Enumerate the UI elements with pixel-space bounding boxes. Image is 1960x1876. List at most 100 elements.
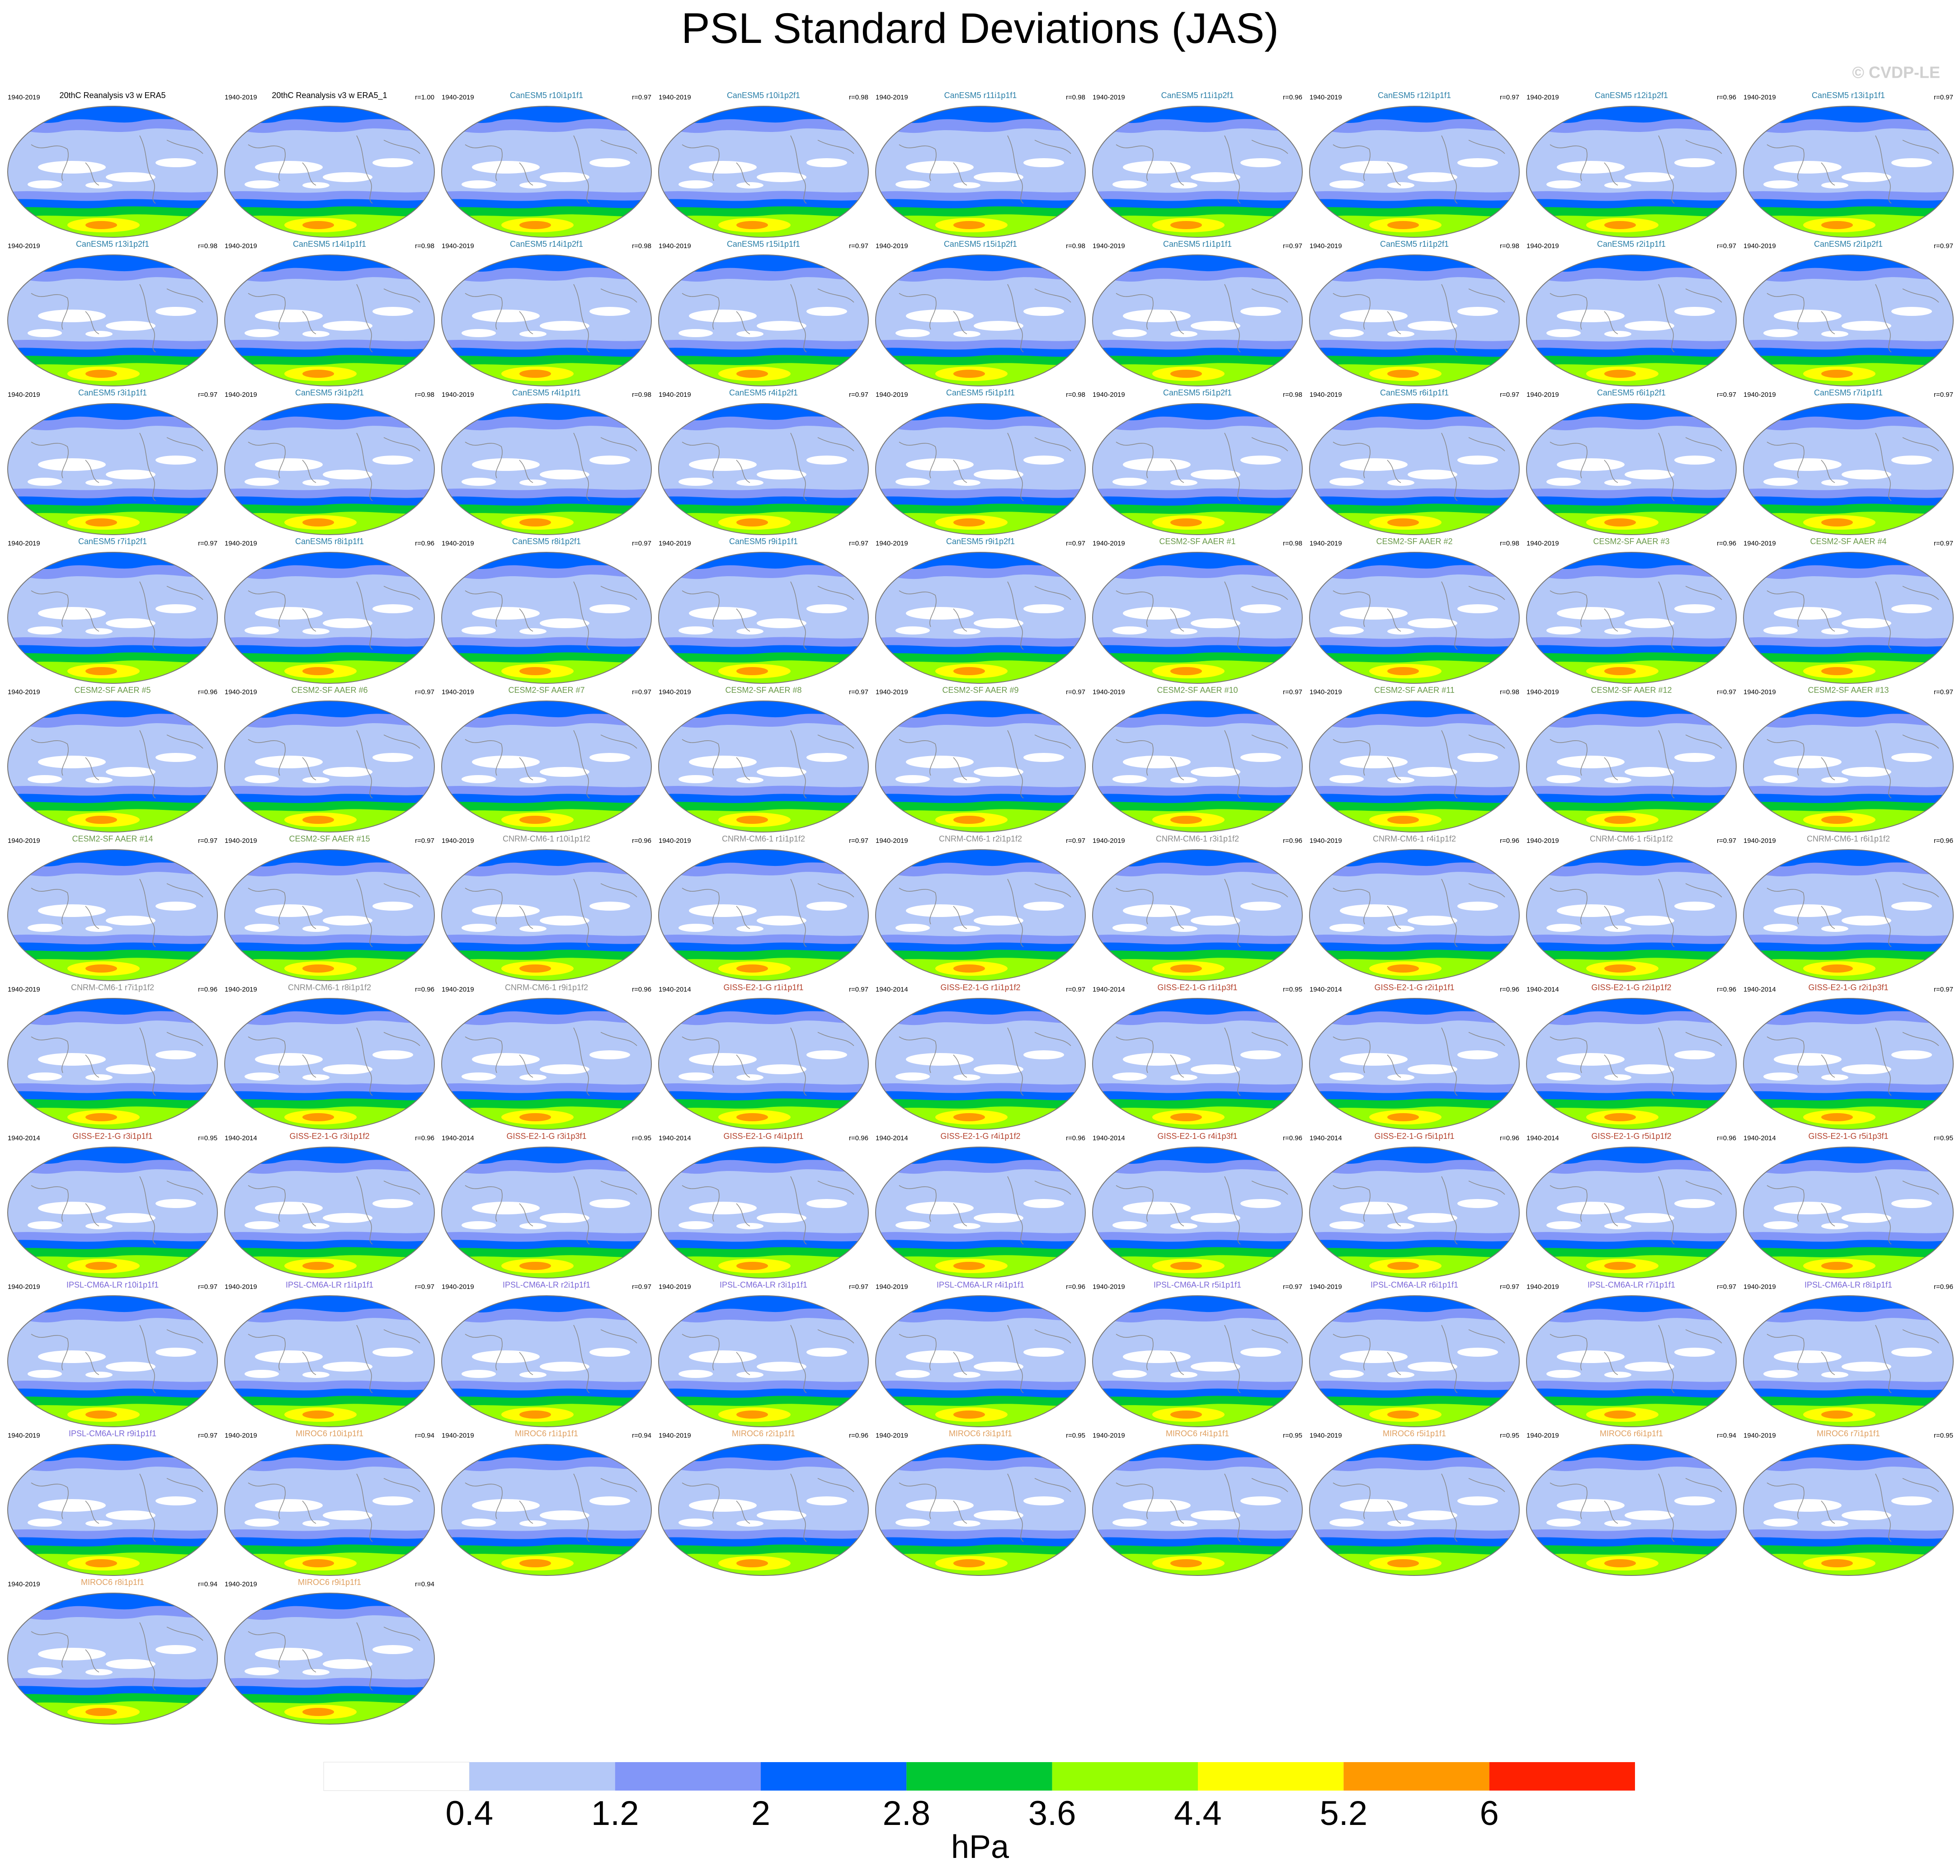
map	[4, 550, 221, 686]
correlation: r=0.97	[415, 688, 434, 696]
map	[655, 1145, 872, 1280]
panel: 1940-2019 IPSL-CM6A-LR r2i1p1f1 r=0.97	[438, 1280, 655, 1429]
map	[221, 1442, 438, 1578]
panel: 1940-2019 IPSL-CM6A-LR r5i1p1f1 r=0.97	[1089, 1280, 1306, 1429]
correlation: r=0.98	[1500, 540, 1519, 547]
correlation: r=0.97	[849, 986, 868, 993]
map	[1306, 699, 1523, 834]
panel: 1940-2019 CanESM5 r3i1p2f1 r=0.98	[221, 388, 438, 537]
panel-title: GISS-E2-1-G r4i1p1f1	[723, 1132, 803, 1141]
map	[438, 1442, 655, 1578]
panel: 1940-2014 GISS-E2-1-G r1i1p1f2 r=0.97	[872, 983, 1089, 1132]
panel-title: CanESM5 r5i1p1f1	[946, 388, 1015, 397]
panel: 1940-2019 CanESM5 r9i1p1f1 r=0.97	[655, 537, 872, 686]
correlation: r=0.98	[1500, 242, 1519, 250]
correlation: r=0.97	[1717, 837, 1736, 845]
map	[655, 699, 872, 834]
panel: 1940-2019 CanESM5 r10i1p1f1 r=0.97	[438, 91, 655, 240]
correlation: r=0.97	[1066, 688, 1085, 696]
period: 1940-2019	[1527, 1432, 1559, 1439]
map	[4, 104, 221, 240]
panel-title: CanESM5 r3i1p1f1	[78, 388, 147, 397]
period: 1940-2019	[659, 1283, 691, 1291]
period: 1940-2019	[659, 540, 691, 547]
period: 1940-2019	[659, 688, 691, 696]
map	[655, 996, 872, 1132]
correlation: r=0.97	[1934, 391, 1953, 399]
map	[1740, 401, 1957, 537]
panel-title: MIROC6 r5i1p1f1	[1383, 1429, 1446, 1438]
panel-title: CanESM5 r15i1p2f1	[944, 240, 1017, 249]
period: 1940-2019	[1093, 540, 1125, 547]
panel: 1940-2014 GISS-E2-1-G r4i1p1f2 r=0.96	[872, 1132, 1089, 1280]
correlation: r=0.95	[198, 1134, 217, 1142]
panel: 1940-2019 CNRM-CM6-1 r2i1p1f2 r=0.97	[872, 834, 1089, 983]
panel: 1940-2019 CanESM5 r4i1p1f1 r=0.98	[438, 388, 655, 537]
map	[1740, 1145, 1957, 1280]
map	[1740, 253, 1957, 388]
panel: 1940-2019 IPSL-CM6A-LR r7i1p1f1 r=0.97	[1523, 1280, 1740, 1429]
period: 1940-2019	[876, 242, 908, 250]
correlation: r=0.97	[1934, 540, 1953, 547]
map	[1740, 847, 1957, 983]
correlation: r=0.96	[1934, 837, 1953, 845]
panel-title: CNRM-CM6-1 r4i1p1f2	[1373, 834, 1456, 843]
copyright: © CVDP-LE	[1852, 63, 1940, 82]
map	[1523, 847, 1740, 983]
correlation: r=0.97	[632, 688, 651, 696]
correlation: r=0.96	[415, 986, 434, 993]
correlation: r=0.97	[1283, 242, 1302, 250]
panel-title: CanESM5 r10i1p2f1	[727, 91, 800, 100]
panel-title: CanESM5 r8i1p1f1	[295, 537, 364, 546]
period: 1940-2019	[876, 540, 908, 547]
panel-title: CNRM-CM6-1 r7i1p1f2	[71, 983, 154, 992]
period: 1940-2019	[442, 391, 474, 399]
period: 1940-2019	[442, 1432, 474, 1439]
panel: 1940-2019 20thC Reanalysis v3 w ERA5_1 r=1…	[221, 91, 438, 240]
period: 1940-2019	[1743, 1283, 1776, 1291]
map	[1740, 699, 1957, 834]
panel-title: GISS-E2-1-G r5i1p1f1	[1374, 1132, 1454, 1141]
correlation: r=0.97	[1500, 391, 1519, 399]
panel: 1940-2014 GISS-E2-1-G r2i1p3f1 r=0.97	[1740, 983, 1957, 1132]
map	[1740, 550, 1957, 686]
map	[1306, 253, 1523, 388]
correlation: r=0.97	[198, 1283, 217, 1291]
map	[1523, 401, 1740, 537]
map	[1523, 104, 1740, 240]
panel: 1940-2019 20thC Reanalysis v3 w ERA5	[4, 91, 221, 240]
correlation: r=0.96	[1717, 540, 1736, 547]
panel: 1940-2019 MIROC6 r2i1p1f1 r=0.96	[655, 1429, 872, 1578]
colorbar-unit: hPa	[951, 1829, 1009, 1865]
map	[1306, 1293, 1523, 1429]
panel-title: CESM2-SF AAER #3	[1593, 537, 1669, 546]
panel: 1940-2019 CanESM5 r9i1p2f1 r=0.97	[872, 537, 1089, 686]
correlation: r=0.98	[1066, 391, 1085, 399]
map	[872, 401, 1089, 537]
panel-title: CESM2-SF AAER #13	[1808, 686, 1889, 695]
period: 1940-2019	[225, 688, 257, 696]
panel: 1940-2019 MIROC6 r3i1p1f1 r=0.95	[872, 1429, 1089, 1578]
period: 1940-2019	[1093, 94, 1125, 101]
panel: 1940-2019 CNRM-CM6-1 r6i1p1f2 r=0.96	[1740, 834, 1957, 983]
correlation: r=0.98	[1283, 391, 1302, 399]
panel-title: CanESM5 r7i1p1f1	[1814, 388, 1883, 397]
period: 1940-2014	[1093, 986, 1125, 993]
panel: 1940-2014 GISS-E2-1-G r5i1p1f2 r=0.96	[1523, 1132, 1740, 1280]
panel: 1940-2019 CESM2-SF AAER #14 r=0.97	[4, 834, 221, 983]
map	[438, 847, 655, 983]
panel: 1940-2019 CanESM5 r8i1p2f1 r=0.97	[438, 537, 655, 686]
period: 1940-2019	[225, 1432, 257, 1439]
correlation: r=0.96	[1066, 1283, 1085, 1291]
period: 1940-2019	[1743, 391, 1776, 399]
period: 1940-2019	[1310, 540, 1342, 547]
map	[1523, 1145, 1740, 1280]
panel-title: 20thC Reanalysis v3 w ERA5	[59, 91, 165, 100]
panel: 1940-2019 CESM2-SF AAER #5 r=0.96	[4, 686, 221, 834]
panel: 1940-2019 CanESM5 r5i1p2f1 r=0.98	[1089, 388, 1306, 537]
correlation: r=0.97	[1066, 837, 1085, 845]
correlation: r=0.97	[1934, 94, 1953, 101]
correlation: r=0.96	[849, 1432, 868, 1439]
correlation: r=0.95	[1283, 1432, 1302, 1439]
